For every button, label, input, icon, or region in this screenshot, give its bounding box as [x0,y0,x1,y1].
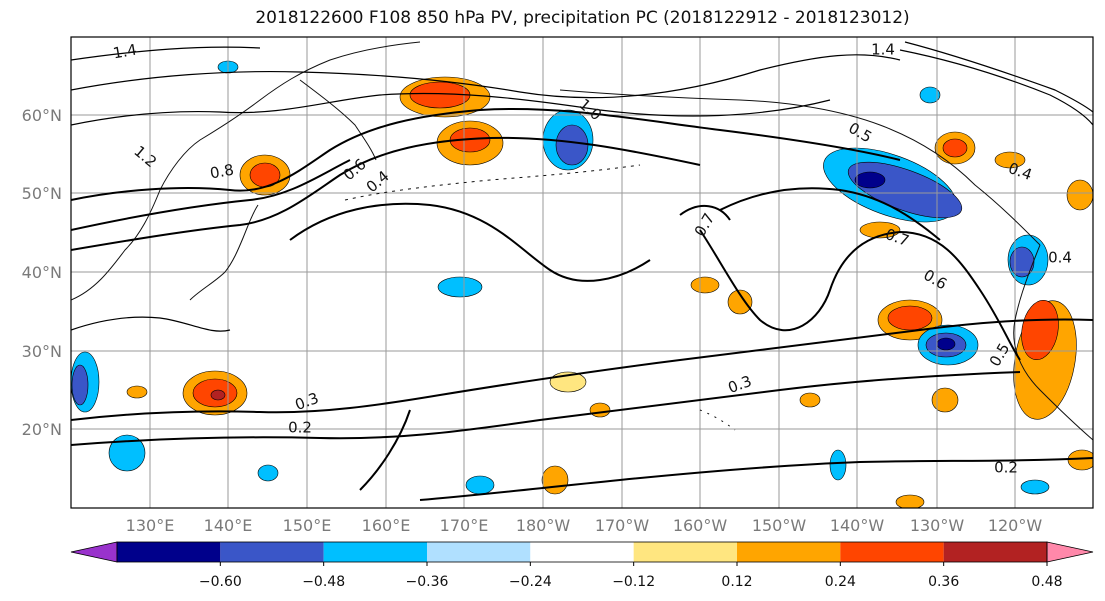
colorbar-segment [220,542,324,562]
coastline-alaska [559,89,1041,246]
precip-anomaly-blob [108,434,146,472]
colorbar-segment [117,542,221,562]
precip-anomaly-blob [727,289,753,315]
longitude-label: 150°E [283,516,332,535]
precip-anomaly-blob [1020,479,1050,495]
coastline-aleutians [344,164,641,201]
longitude-label: 130°E [126,516,175,535]
colorbar-segment [530,542,634,562]
colorbar-tick-label: 0.48 [1031,574,1062,590]
latitude-label: 40°N [22,263,62,282]
longitude-label: 120°W [988,516,1043,535]
precip-anomaly-blob [437,276,483,298]
colorbar-tick-label: −0.48 [302,574,345,590]
precip-anomaly-blob [210,389,226,401]
precip-anomaly-blob [1021,299,1059,361]
precip-anomaly-blob [1066,179,1093,211]
contour-label: 0.8 [209,161,236,183]
precip-anomaly-blob [829,449,847,481]
colorbar-tick-label: 0.12 [721,574,752,590]
latitude-label: 30°N [22,342,62,361]
colorbar-extend-low [70,541,118,563]
longitude-label: 170°E [440,516,489,535]
colorbar-tick-label: −0.24 [509,574,552,590]
pv-contours-thick [71,108,1093,501]
pv-contours-thin [71,41,1093,332]
latitude-label: 50°N [22,184,62,203]
colorbar-segment [633,542,737,562]
precip-shading [71,60,1093,508]
colorbar-segment [427,542,531,562]
contour-label: 0.2 [288,419,312,437]
longitude-label: 140°E [204,516,253,535]
contour-label: 1.4 [871,41,895,59]
precip-anomaly-blob [854,171,886,189]
colorbar: −0.60 −0.48 −0.36 −0.24 −0.12 0.12 0.24 0.36 0.4… [70,541,1094,590]
precip-anomaly-blob [799,392,821,408]
colorbar-frame [116,541,1048,563]
latitude-labels: 60°N 50°N 40°N 30°N 20°N [22,106,62,439]
gridlines [71,37,1093,508]
longitude-labels: 130°E 140°E 150°E 160°E 170°E 180°W 170°W 160°W… [126,516,1043,535]
colorbar-extend-high [1046,541,1094,563]
longitude-label: 140°W [830,516,885,535]
precip-anomaly-blob [465,475,495,495]
precip-anomaly-blob [931,387,959,413]
precip-anomaly-blob [994,151,1026,169]
precip-anomaly-blob [919,86,941,104]
colorbar-tick-label: −0.60 [199,574,242,590]
colorbar-tick-label: −0.36 [406,574,449,590]
map-title: 2018122600 F108 850 hPa PV, precipitatio… [255,8,910,28]
precip-anomaly-blob [895,494,925,508]
precip-anomaly-blob [555,124,589,166]
latitude-label: 60°N [22,106,62,125]
contour-label: 0.2 [994,459,1018,477]
coastline-japan [189,204,259,301]
colorbar-tick-label: 0.24 [825,574,856,590]
precip-anomaly-blob [1067,449,1093,471]
coastline-asia [71,41,421,301]
contour-label: 0.4 [1048,249,1072,267]
colorbar-segment [943,542,1047,562]
plot-frame [70,36,1094,509]
colorbar-tick-label: −0.12 [612,574,655,590]
colorbar-segment [323,542,427,562]
precip-anomaly-blob [71,364,89,406]
longitude-label: 160°E [362,516,411,535]
precip-anomaly-blob [942,138,968,158]
precip-anomaly-blob [126,385,148,399]
precip-anomaly-blob [1009,246,1035,278]
longitude-label: 150°W [752,516,807,535]
longitude-label: 130°W [910,516,965,535]
longitude-label: 160°W [673,516,728,535]
colorbar-segment [840,542,944,562]
longitude-label: 170°W [595,516,650,535]
colorbar-tick-label: 0.36 [928,574,959,590]
contour-label: 1.4 [112,41,139,63]
precip-anomaly-blob [690,276,720,294]
precip-anomaly-blob [887,305,933,331]
longitude-label: 180°W [516,516,571,535]
colorbar-segment [737,542,841,562]
coastline-kamchatka [299,79,377,161]
precip-anomaly-blob [541,465,569,495]
precip-anomaly-blob [936,337,956,351]
precip-anomaly-blob [257,464,279,482]
precip-anomaly-blob [589,402,611,418]
latitude-label: 20°N [22,420,62,439]
